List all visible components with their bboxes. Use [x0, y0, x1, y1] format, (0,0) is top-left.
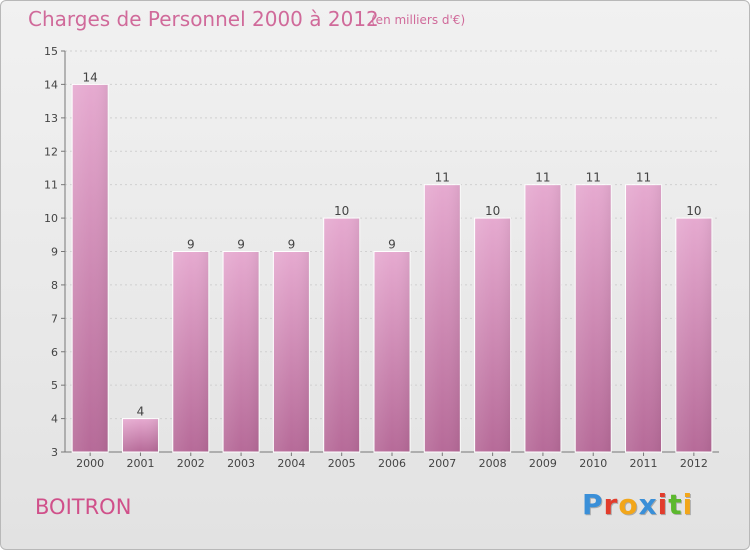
logo-letter: o [618, 488, 639, 521]
bars [71, 83, 713, 453]
x-tick-label-2000: 2000 [76, 457, 104, 470]
bar-shine [223, 251, 260, 452]
bar-shine [172, 251, 209, 452]
labels: 14 2000 4 2001 9 2002 9 2003 9 2004 10 2005 9 2006 11 2… [76, 70, 708, 470]
bar-shine [122, 418, 159, 452]
y-tick-label: 6 [51, 346, 58, 359]
logo-letter: x [638, 488, 658, 521]
x-tick-label-2009: 2009 [529, 457, 557, 470]
x-tick-label-2006: 2006 [378, 457, 406, 470]
y-tick-label: 11 [44, 179, 58, 192]
x-tick-label-2005: 2005 [328, 457, 356, 470]
y-tick-label: 13 [44, 112, 58, 125]
bar-shine [374, 251, 410, 452]
bar-shine [72, 84, 109, 453]
y-tick-label: 7 [51, 312, 58, 325]
y-tick-label: 15 [44, 45, 58, 58]
value-label-2006: 9 [388, 238, 396, 252]
x-tick-label-2001: 2001 [126, 457, 154, 470]
logo-letter: i [682, 488, 694, 521]
bar-shine [424, 184, 461, 452]
y-tick-label: 14 [44, 78, 58, 91]
value-label-2007: 11 [435, 171, 450, 185]
value-label-2012: 10 [686, 204, 701, 218]
value-label-2011: 11 [636, 171, 651, 185]
bar-shine [474, 218, 511, 452]
logo-letter: P [582, 488, 604, 521]
value-label-2005: 10 [334, 204, 349, 218]
y-tick-label: 5 [51, 379, 58, 392]
proxiti-logo[interactable]: Proxiti [582, 488, 693, 521]
x-tick-label-2003: 2003 [227, 457, 255, 470]
value-label-2008: 10 [485, 204, 500, 218]
logo-letter: t [668, 488, 683, 521]
value-label-2002: 9 [187, 238, 195, 252]
y-tick-label: 10 [44, 212, 58, 225]
bar-shine [323, 218, 360, 452]
value-label-2003: 9 [237, 238, 245, 252]
chart-subtitle: (en milliers d'€) [371, 13, 466, 27]
bar-shine [575, 184, 612, 452]
logo-letter: r [603, 488, 619, 521]
x-tick-label-2011: 2011 [630, 457, 658, 470]
value-label-2001: 4 [137, 405, 145, 419]
x-tick-label-2012: 2012 [680, 457, 708, 470]
value-label-2009: 11 [535, 171, 550, 185]
value-label-2004: 9 [288, 238, 296, 252]
y-tick-label: 3 [51, 446, 58, 459]
y-tick-label: 9 [51, 246, 58, 259]
x-tick-label-2004: 2004 [277, 457, 305, 470]
x-tick-label-2002: 2002 [177, 457, 205, 470]
value-label-2000: 14 [83, 70, 98, 84]
bar-shine [273, 251, 310, 452]
logo-letter: i [657, 488, 669, 521]
bar-shine [675, 218, 712, 452]
x-tick-label-2008: 2008 [479, 457, 507, 470]
bar-shine [625, 184, 662, 452]
y-tick-label: 4 [51, 413, 58, 426]
x-tick-label-2010: 2010 [579, 457, 607, 470]
city-name: BOITRON [35, 495, 132, 519]
value-label-2010: 11 [586, 171, 601, 185]
chart-title: Charges de Personnel 2000 à 2012 [28, 7, 379, 31]
bar-shine [524, 184, 561, 452]
y-tick-label: 12 [44, 145, 58, 158]
y-tick-label: 8 [51, 279, 58, 292]
x-tick-label-2007: 2007 [428, 457, 456, 470]
